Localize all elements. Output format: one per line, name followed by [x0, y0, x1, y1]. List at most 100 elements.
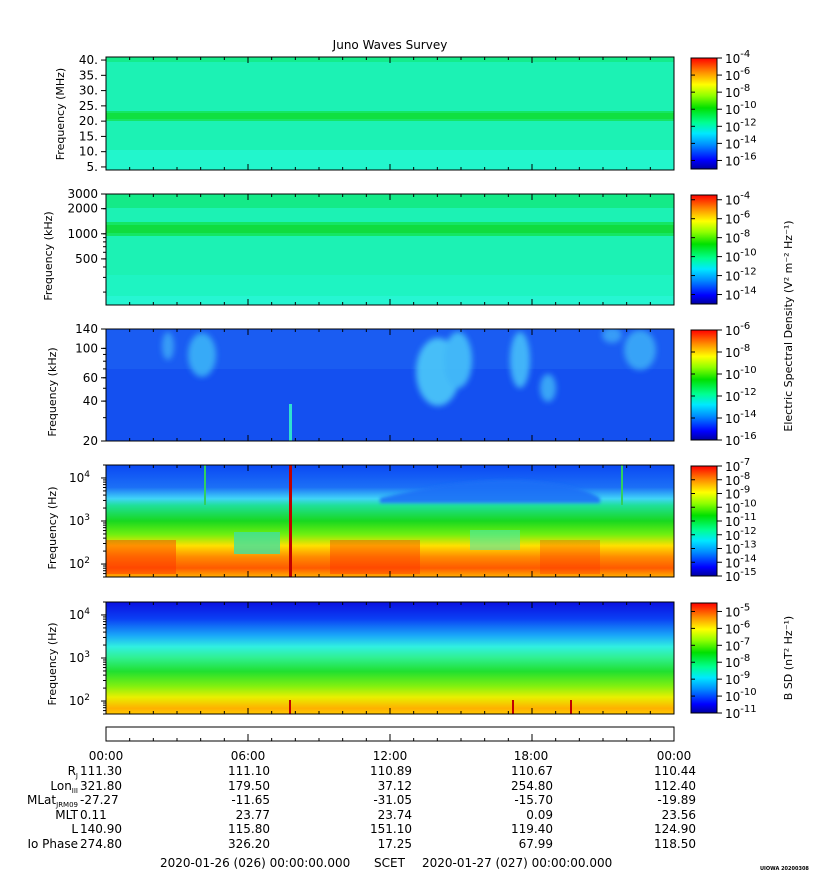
y-tick-label: 30.	[79, 84, 98, 98]
colorbar-tick-label: 10-8	[725, 83, 750, 100]
ephemeris-value: 179.50	[228, 778, 270, 793]
y-tick-label: 104	[69, 607, 90, 622]
colorbar-tick-exponent: -14	[740, 409, 756, 420]
colorbar-tick-label: 10-5	[725, 602, 750, 619]
colorbar-tick-exponent: -6	[740, 66, 750, 77]
ephemeris-value: 110.67	[511, 764, 553, 778]
colorbar-tick-label: 10-6	[725, 66, 750, 83]
ephemeris-value: 326.20	[228, 837, 270, 851]
ephemeris-value: 23.56	[661, 807, 696, 822]
y-tick-label: 10.	[79, 145, 98, 159]
y-tick-label: 103	[69, 650, 90, 665]
colorbar-tick-label: 10-12	[725, 387, 757, 404]
x-ticks-p4	[105, 465, 675, 577]
colorbar-tick-label: 10-10	[725, 365, 757, 382]
time-tick-label: 06:00	[230, 749, 266, 763]
ephemeris-value: 0.09	[526, 807, 553, 822]
colorbar-tick-exponent: -8	[740, 653, 750, 664]
ephemeris-value: 37.12	[377, 778, 412, 793]
spectrogram-hf-mhz	[106, 57, 674, 170]
colorbar-tick-label: 10-14	[725, 286, 757, 303]
colorbar-tick-label: 10-6	[725, 210, 750, 227]
ephemeris-value: 17.25	[377, 837, 412, 851]
spectrogram-hf-khz	[106, 194, 674, 305]
y-tick-label: 20	[83, 434, 98, 448]
y-tick-exponent: 4	[84, 607, 90, 617]
colorbar-tick-exponent: -4	[740, 49, 750, 60]
ephemeris-value: 111.30	[80, 764, 122, 778]
colorbar-tick-exponent: -12	[740, 117, 756, 128]
ephemeris-row-label: RJ	[67, 764, 78, 780]
colorbar-p4	[690, 465, 718, 577]
colorbar-tick-exponent: -10	[740, 100, 756, 111]
y-tick-label: 104	[69, 470, 90, 485]
panel-lfr-khz: 20 40 60 100 140 Frequency (kHz) 10-6 10-8 10-…	[46, 321, 757, 448]
ephemeris-value: 274.80	[80, 837, 122, 851]
colorbar-tick-exponent: -6	[740, 321, 750, 332]
y-tick-label: 103	[69, 513, 90, 528]
colorbar-tick-label: 10-16	[725, 431, 757, 448]
colorbar-label-magnetic: B SD (nT² Hz⁻¹)	[782, 616, 795, 700]
footer-end-time: 2020-01-27 (027) 00:00:00.000	[422, 856, 613, 870]
colorbar-tick-exponent: -8	[740, 471, 750, 482]
ephemeris-value: -27.27	[80, 793, 119, 808]
colorbar-tick-exponent: -6	[740, 210, 750, 221]
y-axis-label-p1: Frequency (MHz)	[54, 68, 67, 160]
colorbar-tick-exponent: -8	[740, 229, 750, 240]
ephemeris-row-label: L	[71, 822, 78, 837]
colorbar-tick-exponent: -7	[740, 457, 750, 468]
x-ticks-p1	[105, 57, 675, 170]
time-tick-label: 18:00	[513, 749, 549, 763]
colorbar-p3	[690, 329, 718, 441]
colorbar-tick-label: 10-4	[725, 191, 750, 208]
colorbar-tick-exponent: -14	[740, 553, 756, 564]
colorbar-tick-label: 10-14	[725, 409, 757, 426]
colorbar-tick-exponent: -10	[740, 248, 756, 259]
colorbar-tick-label: 10-8	[725, 229, 750, 246]
colorbar-tick-exponent: -13	[740, 540, 756, 551]
y-tick-label: 102	[69, 556, 90, 571]
colorbar-tick-label: 10-15	[725, 567, 757, 584]
y-tick-exponent: 3	[84, 513, 90, 523]
colorbar-tick-exponent: -12	[740, 526, 756, 537]
y-tick-label: 60	[83, 371, 98, 385]
y-tick-label: 15.	[79, 129, 98, 143]
spectrogram-lfr-hz-b	[106, 602, 674, 714]
ephemeris-value: 321.80	[80, 778, 122, 793]
colorbar-tick-exponent: -16	[740, 431, 756, 442]
y-axis-label-p3: Frequency (kHz)	[46, 347, 59, 436]
y-ticks-p3: 20 40 60 100 140	[75, 322, 106, 448]
x-ticks-p5	[105, 602, 675, 714]
time-axis-ticks	[105, 734, 675, 741]
colorbar-tick-label: 10-10	[725, 100, 757, 117]
y-tick-label: 2000	[67, 202, 98, 216]
colorbar-tick-exponent: -5	[740, 602, 750, 613]
y-tick-exponent: 4	[84, 470, 90, 480]
y-tick-label: 35.	[79, 68, 98, 82]
ephemeris-row-label: MLT	[55, 807, 78, 822]
ephemeris-value: -11.65	[231, 793, 270, 808]
colorbar-tick-exponent: -11	[740, 512, 756, 523]
ephemeris-row-label-subscript: J	[75, 772, 78, 780]
footer-scet-label: SCET	[374, 856, 405, 870]
ephemeris-row-label: MLatJRM09	[27, 793, 78, 810]
y-tick-label: 500	[75, 252, 98, 266]
y-tick-label: 40	[83, 394, 98, 408]
y-axis-label-p4: Frequency (Hz)	[46, 487, 59, 570]
colorbar-tick-label: 10-14	[725, 134, 757, 151]
spectrogram-lfr-hz-e	[106, 465, 674, 577]
y-tick-label: 20.	[79, 114, 98, 128]
time-axis	[105, 726, 675, 742]
y-tick-exponent: 3	[84, 650, 90, 660]
ephemeris-value: -15.70	[514, 793, 553, 808]
colorbar-tick-label: 10-12	[725, 117, 757, 134]
y-tick-label: 102	[69, 693, 90, 708]
ephemeris-value: 124.90	[654, 822, 696, 837]
y-tick-label: 5.	[87, 160, 98, 174]
ephemeris-value: 23.74	[377, 807, 412, 822]
colorbar-tick-label: 10-8	[725, 343, 750, 360]
colorbar-tick-exponent: -11	[740, 704, 756, 715]
footer-stamp: UIOWA 20200308	[760, 866, 809, 872]
